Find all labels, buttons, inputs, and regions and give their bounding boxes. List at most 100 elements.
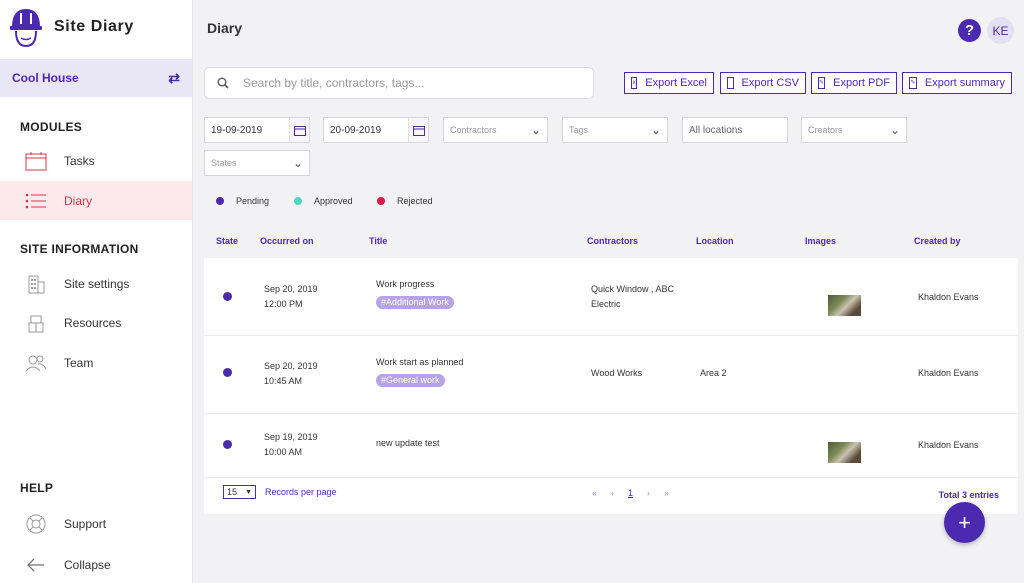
modules-heading: MODULES [20, 120, 83, 134]
export-csv-button[interactable]: Export CSV [720, 72, 806, 94]
sidebar: Site Diary Cool House ⇄ MODULES Tasks Di… [0, 0, 193, 583]
row-divider [204, 477, 1018, 478]
sidebar-item-label: Team [64, 355, 94, 370]
chevron-down-icon: ⌄ [530, 123, 541, 137]
sidebar-item-label: Support [64, 516, 107, 531]
page-title: Diary [207, 20, 243, 36]
help-button[interactable]: ? [958, 19, 981, 42]
image-thumbnail[interactable] [828, 442, 861, 463]
calendar-icon[interactable] [289, 118, 309, 142]
chevron-down-icon: ⌄ [650, 123, 661, 137]
records-per-page-select[interactable]: 15 ▼ [223, 485, 256, 499]
column-header-location[interactable]: Location [696, 236, 734, 246]
created-by-cell: Khaldon Evans [918, 292, 979, 302]
column-header-state[interactable]: State [216, 236, 239, 246]
row-contractors-cont: Electric [591, 299, 621, 309]
table-row[interactable]: Sep 20, 2019 10:45 AM Work start as plan… [204, 336, 1018, 412]
date-to-picker[interactable]: 20-09-2019 [323, 117, 429, 143]
sidebar-item-resources[interactable]: Resources [0, 303, 192, 342]
row-time: 12:00 PM [264, 299, 303, 309]
table-row[interactable]: Sep 19, 2019 10:00 AM new update test Kh… [204, 414, 1018, 477]
sidebar-item-label: Resources [64, 315, 122, 330]
search-input[interactable] [243, 76, 573, 90]
export-pdf-button[interactable]: ✎ Export PDF [811, 72, 897, 94]
export-excel-button[interactable]: x Export Excel [624, 72, 714, 94]
add-entry-button[interactable]: + [944, 502, 985, 543]
brand[interactable]: Site Diary [8, 4, 134, 50]
legend-label: Approved [314, 196, 353, 206]
column-header-title[interactable]: Title [369, 236, 388, 246]
column-header-occurred-on[interactable]: Occurred on [260, 236, 314, 246]
sidebar-item-tasks[interactable]: Tasks [0, 141, 192, 180]
locations-input[interactable]: All locations [682, 117, 788, 143]
occurred-on-cell: Sep 20, 2019 10:45 AM [264, 359, 318, 389]
export-csv-label: Export CSV [741, 77, 799, 89]
state-pending-dot-icon [223, 440, 232, 449]
state-pending-dot-icon [223, 368, 232, 377]
sidebar-item-diary[interactable]: Diary [0, 181, 192, 220]
row-date: Sep 20, 2019 [264, 361, 318, 371]
export-pdf-label: Export PDF [833, 77, 890, 89]
legend-label: Pending [236, 196, 270, 206]
sidebar-item-site-settings[interactable]: Site settings [0, 264, 192, 303]
row-title[interactable]: Work start as planned [376, 357, 464, 367]
title-cell: Work progress #Additional Work [376, 277, 454, 310]
chevron-down-icon: ⌄ [889, 123, 900, 137]
site-information-heading: SITE INFORMATION [20, 242, 139, 256]
table-footer: 15 ▼ Records per page « ‹ 1 › » Total 3 … [204, 478, 1018, 514]
legend-approved: Approved [294, 196, 353, 206]
tags-select[interactable]: Tags ⌄ [562, 117, 668, 143]
boxes-icon [24, 311, 48, 335]
occurred-on-cell: Sep 20, 2019 12:00 PM [264, 282, 318, 312]
column-header-created-by[interactable]: Created by [914, 236, 961, 246]
legend-rejected: Rejected [377, 196, 433, 206]
creators-select[interactable]: Creators ⌄ [801, 117, 907, 143]
column-header-images[interactable]: Images [805, 236, 837, 246]
created-by-cell: Khaldon Evans [918, 368, 979, 378]
table-row[interactable]: Sep 20, 2019 12:00 PM Work progress #Add… [204, 258, 1018, 335]
sidebar-item-team[interactable]: Team [0, 343, 192, 382]
sidebar-item-label: Collapse [64, 557, 111, 572]
calendar-icon[interactable] [408, 118, 428, 142]
row-date: Sep 19, 2019 [264, 432, 318, 442]
tag-badge[interactable]: #General work [376, 374, 445, 387]
sidebar-item-collapse[interactable]: Collapse [0, 545, 192, 583]
tag-badge[interactable]: #Additional Work [376, 296, 454, 309]
hardhat-logo-icon [10, 9, 42, 48]
page-1-button[interactable]: 1 [628, 488, 634, 498]
occurred-on-cell: Sep 19, 2019 10:00 AM [264, 430, 318, 460]
export-summary-button[interactable]: ✎ Export summary [902, 72, 1012, 94]
date-from-picker[interactable]: 19-09-2019 [204, 117, 310, 143]
row-title[interactable]: new update test [376, 438, 440, 448]
pending-dot-icon [216, 197, 224, 205]
row-title[interactable]: Work progress [376, 279, 435, 289]
prev-page-button[interactable]: ‹ [611, 488, 615, 498]
avatar[interactable]: KE [987, 17, 1014, 44]
arrow-left-icon [24, 553, 48, 577]
list-icon [24, 189, 48, 213]
last-page-button[interactable]: » [664, 488, 670, 498]
contractors-select[interactable]: Contractors ⌄ [443, 117, 548, 143]
export-summary-label: Export summary [924, 77, 1005, 89]
sidebar-item-support[interactable]: Support [0, 504, 192, 543]
column-header-contractors[interactable]: Contractors [587, 236, 639, 246]
project-switcher[interactable]: Cool House ⇄ [0, 59, 192, 97]
records-per-page-label: Records per page [265, 487, 337, 497]
image-thumbnail[interactable] [828, 295, 861, 316]
team-icon [24, 351, 48, 375]
row-date: Sep 20, 2019 [264, 284, 318, 294]
rejected-dot-icon [377, 197, 385, 205]
search-icon [217, 77, 229, 89]
first-page-button[interactable]: « [592, 488, 598, 498]
calendar-icon [24, 149, 48, 173]
next-page-button[interactable]: › [647, 488, 651, 498]
states-select-label: States [211, 158, 237, 168]
pdf-file-icon: ✎ [818, 77, 826, 89]
states-select[interactable]: States ⌄ [204, 150, 310, 176]
creators-select-label: Creators [808, 125, 843, 135]
swap-icon[interactable]: ⇄ [168, 69, 180, 86]
csv-file-icon [727, 77, 734, 89]
caret-down-icon: ▼ [245, 488, 252, 496]
date-from-value: 19-09-2019 [211, 124, 263, 136]
building-icon [24, 272, 48, 296]
